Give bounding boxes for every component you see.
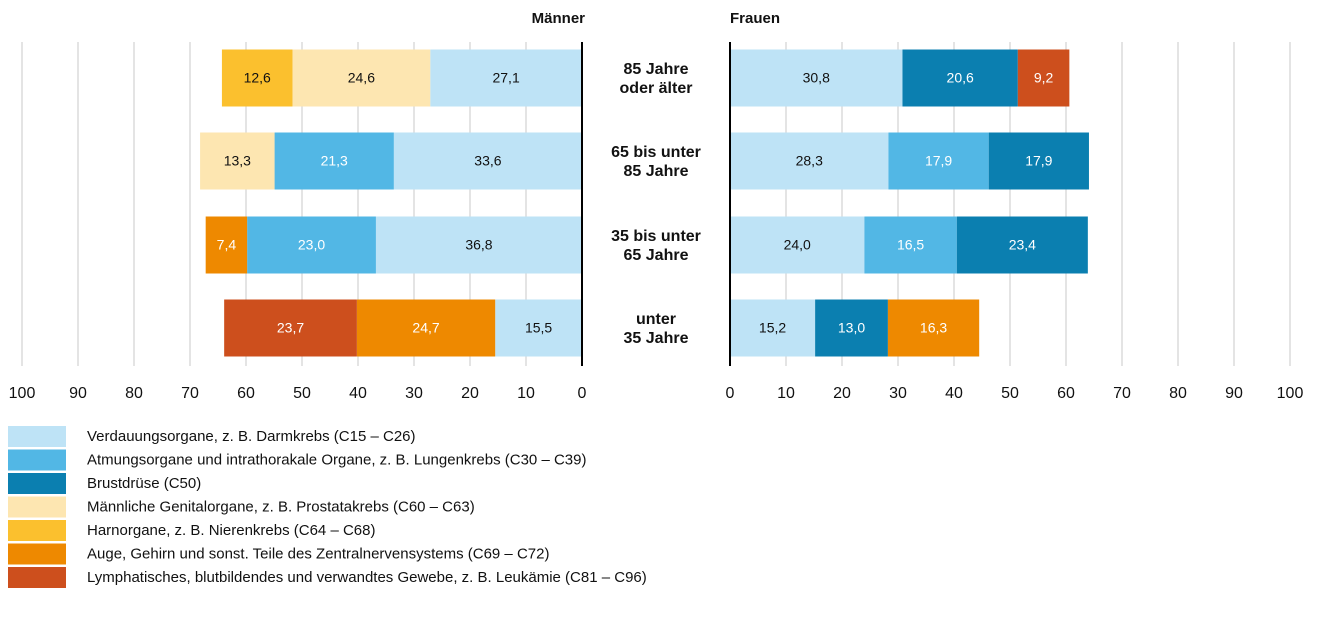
legend-label: Atmungsorgane und intrathorakale Organe,… <box>87 451 586 468</box>
bar-segment <box>221 49 293 107</box>
legend-swatch <box>8 543 66 565</box>
legend-swatch <box>8 496 66 518</box>
x-tick-label: 40 <box>349 385 367 402</box>
legend-label: Männliche Genitalorgane, z. B. Prostatak… <box>87 498 475 515</box>
bar-segment <box>730 132 889 190</box>
bar-segment <box>200 132 275 190</box>
category-label: 65 bis unter 85 Jahre <box>611 144 701 180</box>
value-label: 24,6 <box>348 70 375 86</box>
x-tick-label: 100 <box>9 385 36 402</box>
value-label: 17,9 <box>925 153 952 169</box>
value-label: 17,9 <box>1025 153 1052 169</box>
bar-segment <box>205 216 248 274</box>
bar-segment <box>864 216 957 274</box>
x-tick-label: 60 <box>1057 385 1075 402</box>
category-label: 35 bis unter 65 Jahre <box>611 228 701 264</box>
legend-label: Verdauungsorgane, z. B. Darmkrebs (C15 –… <box>87 428 416 445</box>
value-label: 23,4 <box>1009 237 1036 253</box>
bar-segment <box>730 299 816 357</box>
bar-segment <box>247 216 376 274</box>
value-label: 15,2 <box>759 320 786 336</box>
x-tick-label: 50 <box>1001 385 1019 402</box>
x-tick-label: 40 <box>945 385 963 402</box>
bar-segment <box>730 216 865 274</box>
value-label: 20,6 <box>947 70 974 86</box>
x-tick-label: 0 <box>578 385 587 402</box>
x-tick-label: 0 <box>726 385 735 402</box>
value-label: 9,2 <box>1034 70 1054 86</box>
legend-label: Harnorgane, z. B. Nierenkrebs (C64 – C68… <box>87 522 375 539</box>
bar-segment <box>292 49 431 107</box>
bar-segment <box>887 299 980 357</box>
category-label: 85 Jahre oder älter <box>619 61 693 97</box>
bar-segment <box>393 132 582 190</box>
x-tick-label: 20 <box>833 385 851 402</box>
value-label: 16,5 <box>897 237 924 253</box>
x-tick-label: 70 <box>1113 385 1131 402</box>
bar-segment <box>902 49 1018 107</box>
legend-label: Auge, Gehirn und sonst. Teile des Zentra… <box>87 545 549 562</box>
legend-label: Brustdrüse (C50) <box>87 475 201 492</box>
x-tick-label: 30 <box>405 385 423 402</box>
x-tick-label: 60 <box>237 385 255 402</box>
bar-segment <box>224 299 357 357</box>
bar-segment <box>956 216 1088 274</box>
panel-title: Männer <box>532 10 586 27</box>
bar-segment <box>430 49 582 107</box>
x-tick-label: 80 <box>125 385 143 402</box>
x-tick-label: 50 <box>293 385 311 402</box>
bar-segment <box>375 216 582 274</box>
x-tick-label: 90 <box>69 385 87 402</box>
category-label: unter 35 Jahre <box>623 311 689 347</box>
bar-segment <box>815 299 888 357</box>
x-tick-label: 90 <box>1225 385 1243 402</box>
value-label: 16,3 <box>920 320 947 336</box>
bar-segment <box>730 49 903 107</box>
value-label: 21,3 <box>321 153 348 169</box>
value-label: 24,0 <box>784 237 811 253</box>
x-tick-label: 100 <box>1277 385 1304 402</box>
value-label: 12,6 <box>244 70 271 86</box>
bar-segment <box>495 299 582 357</box>
value-label: 23,0 <box>298 237 325 253</box>
bar-segment <box>1017 49 1070 107</box>
x-tick-label: 10 <box>517 385 535 402</box>
x-tick-label: 30 <box>889 385 907 402</box>
value-label: 36,8 <box>465 237 492 253</box>
legend-label: Lymphatisches, blutbildendes und verwand… <box>87 569 647 586</box>
panel-title: Frauen <box>730 10 780 27</box>
value-label: 13,3 <box>224 153 251 169</box>
value-label: 30,8 <box>803 70 830 86</box>
x-tick-label: 70 <box>181 385 199 402</box>
x-tick-label: 80 <box>1169 385 1187 402</box>
bar-segment <box>356 299 496 357</box>
value-label: 28,3 <box>796 153 823 169</box>
legend-swatch <box>8 520 66 541</box>
x-tick-label: 10 <box>777 385 795 402</box>
value-label: 7,4 <box>217 237 237 253</box>
value-label: 15,5 <box>525 320 552 336</box>
legend-swatch <box>8 426 66 447</box>
bar-segment <box>988 132 1089 190</box>
value-label: 13,0 <box>838 320 865 336</box>
value-label: 23,7 <box>277 320 304 336</box>
legend-swatch <box>8 567 66 588</box>
x-tick-label: 20 <box>461 385 479 402</box>
value-label: 24,7 <box>412 320 439 336</box>
value-label: 27,1 <box>492 70 519 86</box>
bar-segment <box>274 132 394 190</box>
legend-swatch <box>8 449 66 471</box>
legend-swatch <box>8 473 66 494</box>
value-label: 33,6 <box>474 153 501 169</box>
bar-segment <box>888 132 989 190</box>
